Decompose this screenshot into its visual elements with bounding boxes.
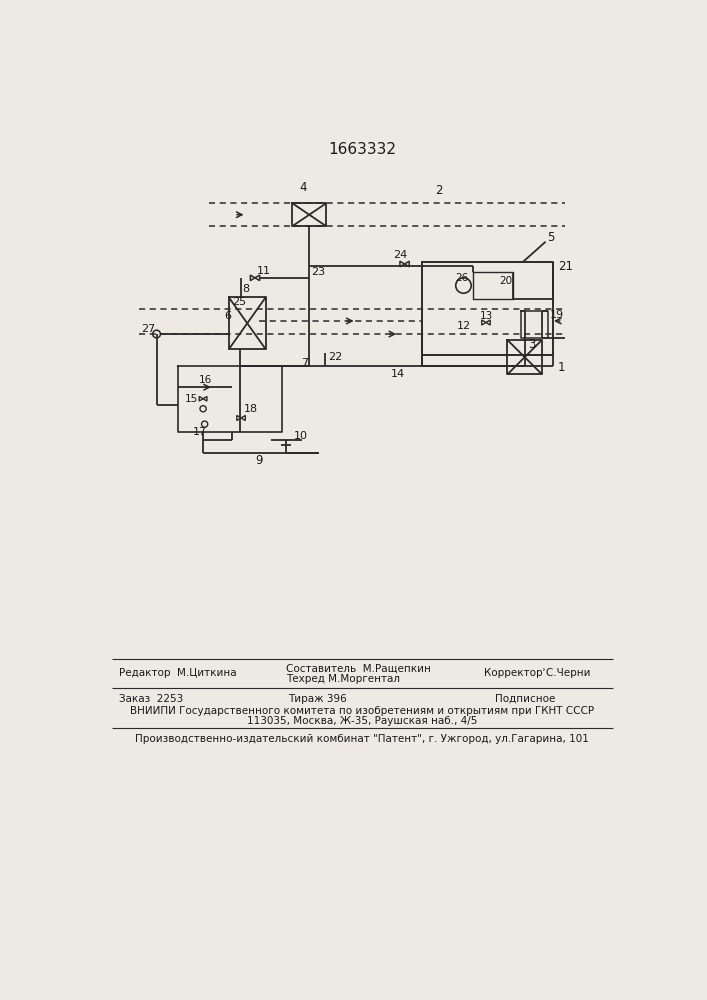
Text: 1663332: 1663332 (328, 142, 396, 157)
Text: 9: 9 (255, 454, 262, 467)
Text: 25: 25 (232, 297, 246, 307)
Text: Составитель  М.Ращепкин: Составитель М.Ращепкин (286, 663, 431, 673)
Text: 11: 11 (257, 266, 271, 276)
Text: 24: 24 (393, 250, 407, 260)
Text: 18: 18 (243, 404, 257, 414)
Text: 26: 26 (455, 273, 468, 283)
Text: Редактор  М.Циткина: Редактор М.Циткина (119, 668, 237, 678)
Text: 13: 13 (480, 311, 493, 321)
Text: 5: 5 (547, 231, 554, 244)
Text: 17: 17 (193, 427, 207, 437)
Text: 1: 1 (557, 361, 565, 374)
Text: Заказ  2253: Заказ 2253 (119, 694, 184, 704)
Text: 20: 20 (499, 276, 513, 286)
Text: 3: 3 (529, 338, 536, 351)
Text: 27: 27 (141, 324, 156, 334)
Text: 23: 23 (312, 267, 326, 277)
Text: 7: 7 (301, 358, 309, 368)
Text: 6: 6 (224, 311, 231, 321)
Text: ВНИИПИ Государственного комитета по изобретениям и открытиям при ГКНТ СССР: ВНИИПИ Государственного комитета по изоб… (130, 706, 594, 716)
Text: 2: 2 (436, 184, 443, 197)
Text: 4: 4 (299, 181, 307, 194)
Text: 16: 16 (199, 375, 212, 385)
Text: Тираж 396: Тираж 396 (288, 694, 346, 704)
Text: 14: 14 (391, 369, 404, 379)
Text: 113035, Москва, Ж-35, Раушская наб., 4/5: 113035, Москва, Ж-35, Раушская наб., 4/5 (247, 716, 477, 726)
Text: 10: 10 (293, 431, 308, 441)
Text: КорректорʾС.Черни: КорректорʾС.Черни (484, 668, 590, 678)
Text: 21: 21 (558, 260, 573, 273)
Text: 15: 15 (185, 394, 199, 404)
Text: 22: 22 (328, 352, 342, 362)
Text: Производственно-издательский комбинат "Патент", г. Ужгород, ул.Гагарина, 101: Производственно-издательский комбинат "П… (135, 734, 589, 744)
Text: 12: 12 (457, 321, 472, 331)
Text: Техред М.Моргентал: Техред М.Моргентал (286, 674, 400, 684)
Text: 8: 8 (242, 284, 249, 294)
Text: 19: 19 (550, 310, 564, 320)
Text: Подписное: Подписное (495, 694, 556, 704)
